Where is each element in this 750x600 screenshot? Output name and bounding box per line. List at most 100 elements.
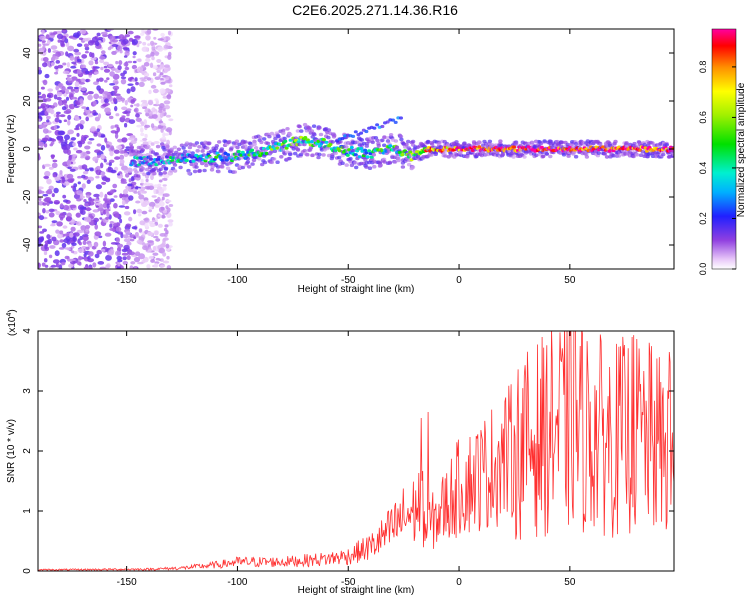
spectrogram-cell	[158, 172, 163, 176]
spectrogram-cell	[154, 152, 159, 156]
spectrogram-cell	[38, 196, 42, 202]
spectrogram-cell	[118, 60, 123, 66]
spectrogram-cell	[110, 189, 115, 194]
spectrogram-cell	[101, 248, 106, 252]
spectrogram-cell	[84, 70, 90, 75]
spectrogram-cell	[105, 111, 112, 115]
spectrogram-cell	[110, 130, 117, 134]
spectrogram-cell	[119, 159, 125, 165]
spectrogram-cell	[164, 105, 171, 110]
spectrogram-cell	[142, 256, 149, 263]
spectrogram-cell	[275, 160, 280, 164]
spectrogram-cell	[88, 138, 95, 141]
spectrogram-cell	[109, 150, 114, 157]
colorbar-tick-label: 0.2	[698, 212, 708, 225]
spectrogram-cell	[169, 147, 174, 152]
spectrogram-cell	[40, 103, 47, 108]
spectrogram-cell	[148, 154, 153, 159]
spectrogram-cell	[93, 100, 97, 106]
spectrogram-cell	[209, 168, 215, 172]
spectrogram-cell	[63, 238, 70, 244]
spectrogram-cell	[98, 235, 103, 239]
spectrogram-cell	[245, 160, 251, 164]
spectrogram-cell	[364, 165, 369, 169]
spectrogram-cell	[79, 120, 85, 125]
x-tick-label: -150	[117, 275, 137, 286]
spectrogram-cell	[135, 200, 141, 204]
spectrogram-cell	[125, 146, 131, 149]
spectrogram-cell	[205, 146, 210, 150]
colorbar-tick-label: 0.6	[698, 111, 708, 124]
spectrogram-cell	[109, 71, 115, 77]
spectrogram-cell	[166, 265, 172, 269]
spectrogram-cell	[120, 72, 125, 77]
spectrogram-cell	[168, 118, 174, 122]
spectrogram-cell	[98, 36, 103, 41]
spectrogram-cell	[265, 141, 271, 146]
spectrogram-cell	[184, 141, 190, 145]
snr-scale-suffix: )	[7, 309, 18, 312]
spectrogram-cell	[129, 265, 134, 269]
spectrogram-cell	[483, 141, 489, 146]
spectrogram-cell	[109, 83, 116, 86]
spectrogram-cell	[613, 139, 618, 144]
spectrogram-cell	[95, 169, 102, 176]
spectrogram-cell	[126, 108, 132, 112]
spectrogram-cell	[41, 137, 49, 142]
spectrogram-cell	[127, 30, 134, 35]
spectrogram-cell	[107, 46, 112, 51]
spectrogram-cell	[399, 116, 403, 120]
spectrogram-cell	[112, 85, 120, 91]
spectrogram-cell	[53, 31, 58, 35]
spectrogram-cell	[42, 62, 48, 68]
spectrogram-cell	[117, 243, 124, 248]
spectrogram-cell	[51, 162, 58, 169]
spectrogram-cell	[124, 99, 128, 106]
spectrogram-cell	[288, 132, 293, 137]
spectrogram-cell	[59, 203, 64, 209]
spectrogram-cell	[38, 69, 42, 75]
spectrogram-cell	[167, 153, 172, 157]
spectrogram-cell	[79, 98, 84, 104]
spectrogram-cell	[126, 88, 131, 94]
spectrogram-cell	[158, 109, 163, 113]
spectrogram-cell	[216, 169, 221, 174]
spectrogram-cell	[154, 76, 161, 80]
y-tick-label: 20	[22, 95, 33, 107]
spectrogram-cell	[123, 211, 131, 216]
x-tick-label: 50	[564, 275, 576, 286]
spectrogram-cell	[340, 137, 345, 141]
spectrogram-cell	[55, 85, 59, 91]
spectrogram-cell	[158, 188, 165, 194]
spectrogram-cell	[47, 88, 54, 92]
spectrogram-cell	[76, 43, 83, 47]
spectrogram-cell	[70, 219, 76, 225]
spectrogram-cell	[43, 175, 50, 179]
spectrogram-cell	[95, 175, 100, 179]
x-tick-label: -50	[341, 577, 356, 588]
spectrogram-cell	[98, 95, 103, 99]
spectrogram-cell	[93, 217, 99, 223]
spectrogram-cell	[148, 100, 153, 106]
spectrogram-cell	[130, 104, 134, 108]
spectrogram-cell	[152, 246, 157, 251]
spectrogram-cell	[145, 35, 151, 41]
spectrogram-cell	[96, 154, 101, 158]
spectrogram-cell	[287, 152, 293, 157]
spectrogram-cell	[544, 152, 550, 156]
spectrogram-cell	[96, 143, 102, 147]
spectrogram-cell	[96, 165, 101, 170]
spectrogram-cell	[139, 220, 146, 226]
spectrogram-cell	[94, 253, 100, 259]
spectrogram-cell	[114, 213, 120, 218]
spectrogram-cell	[113, 149, 120, 154]
spectrogram-cell	[134, 232, 139, 237]
spectrogram-cell	[207, 141, 212, 145]
spectrogram-cell	[114, 133, 119, 139]
spectrogram-cell	[61, 106, 67, 111]
spectrogram-cell	[103, 61, 110, 66]
spectrogram-x-axis: -150 -100 -50 0 50	[117, 29, 576, 286]
spectrogram-cell	[465, 155, 470, 159]
spectrogram-cell	[477, 140, 482, 145]
spectrogram-cell	[181, 146, 186, 150]
